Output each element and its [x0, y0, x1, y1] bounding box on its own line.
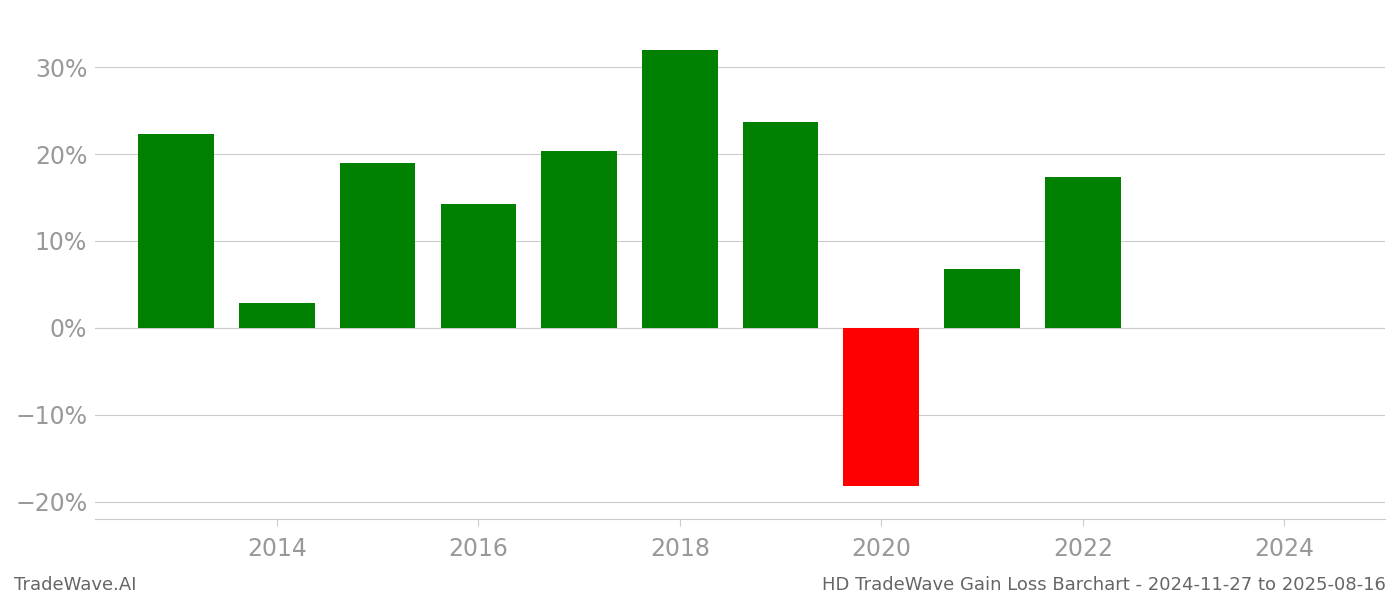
Text: HD TradeWave Gain Loss Barchart - 2024-11-27 to 2025-08-16: HD TradeWave Gain Loss Barchart - 2024-1… — [822, 576, 1386, 594]
Bar — [139, 134, 214, 328]
Bar — [542, 151, 617, 328]
Bar — [239, 304, 315, 328]
Text: TradeWave.AI: TradeWave.AI — [14, 576, 137, 594]
Bar — [643, 50, 718, 328]
Bar — [340, 163, 416, 328]
Bar — [1044, 178, 1120, 328]
Bar — [743, 122, 819, 328]
Bar — [944, 269, 1019, 328]
Bar — [843, 328, 918, 486]
Bar — [441, 203, 517, 328]
